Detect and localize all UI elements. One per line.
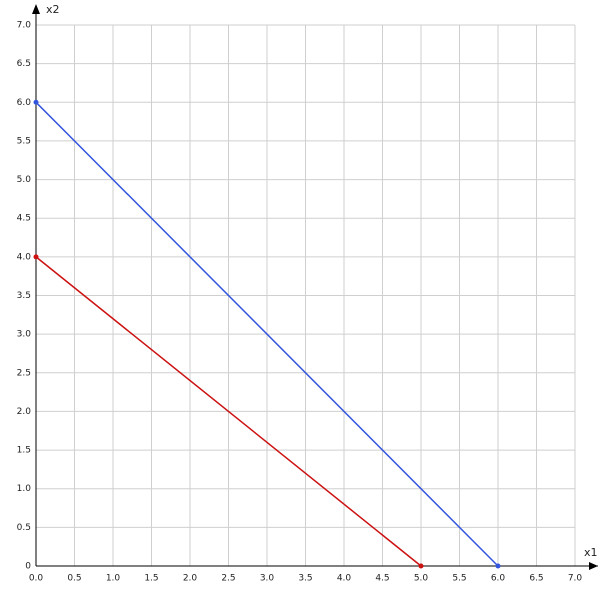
point bbox=[418, 563, 424, 569]
y-axis-label: x2 bbox=[46, 3, 60, 16]
x-tick-label: 4.5 bbox=[375, 574, 389, 584]
point bbox=[495, 563, 501, 569]
line bbox=[35, 101, 499, 567]
x-tick-label: 6.5 bbox=[529, 574, 543, 584]
x-tick-label: 4.0 bbox=[337, 574, 352, 584]
point bbox=[33, 254, 39, 260]
y-tick-label: 4.5 bbox=[17, 214, 31, 224]
x-tick-label: 1.5 bbox=[144, 574, 158, 584]
y-tick-label: 0.5 bbox=[17, 523, 31, 533]
x-tick-label: 0.5 bbox=[67, 574, 81, 584]
point bbox=[33, 99, 39, 105]
x-axis-label: x1 bbox=[584, 546, 598, 559]
x-tick-label: 3.5 bbox=[298, 574, 312, 584]
y-tick-label: 2.0 bbox=[17, 407, 32, 417]
y-tick-label: 3.0 bbox=[17, 330, 32, 340]
x-tick-label: 1.0 bbox=[106, 574, 121, 584]
x-tick-label: 7.0 bbox=[568, 574, 583, 584]
y-tick-label: 6.5 bbox=[17, 59, 31, 69]
grid bbox=[36, 24, 576, 566]
x-tick-label: 6.0 bbox=[491, 574, 506, 584]
x-axis-arrow bbox=[589, 562, 598, 570]
y-axis-arrow bbox=[32, 4, 40, 14]
y-tick-label: 0 bbox=[25, 562, 31, 572]
x-tick-label: 2.5 bbox=[221, 574, 235, 584]
y-tick-label: 4.0 bbox=[17, 252, 32, 262]
x-tick-label: 0.0 bbox=[29, 574, 44, 584]
y-tick-label: 3.5 bbox=[17, 291, 31, 301]
y-tick-label: 5.5 bbox=[17, 136, 31, 146]
x-tick-label: 2.0 bbox=[183, 574, 198, 584]
y-tick-label: 5.0 bbox=[17, 175, 32, 185]
y-tick-label: 1.0 bbox=[17, 484, 32, 494]
y-tick-label: 7.0 bbox=[17, 21, 32, 31]
y-tick-label: 1.5 bbox=[17, 446, 31, 456]
x-tick-label: 5.0 bbox=[414, 574, 429, 584]
y-tick-label: 2.5 bbox=[17, 368, 31, 378]
line bbox=[35, 256, 422, 567]
x-tick-label: 5.5 bbox=[452, 574, 466, 584]
x-tick-label: 3.0 bbox=[260, 574, 275, 584]
y-tick-label: 6.0 bbox=[17, 98, 32, 108]
